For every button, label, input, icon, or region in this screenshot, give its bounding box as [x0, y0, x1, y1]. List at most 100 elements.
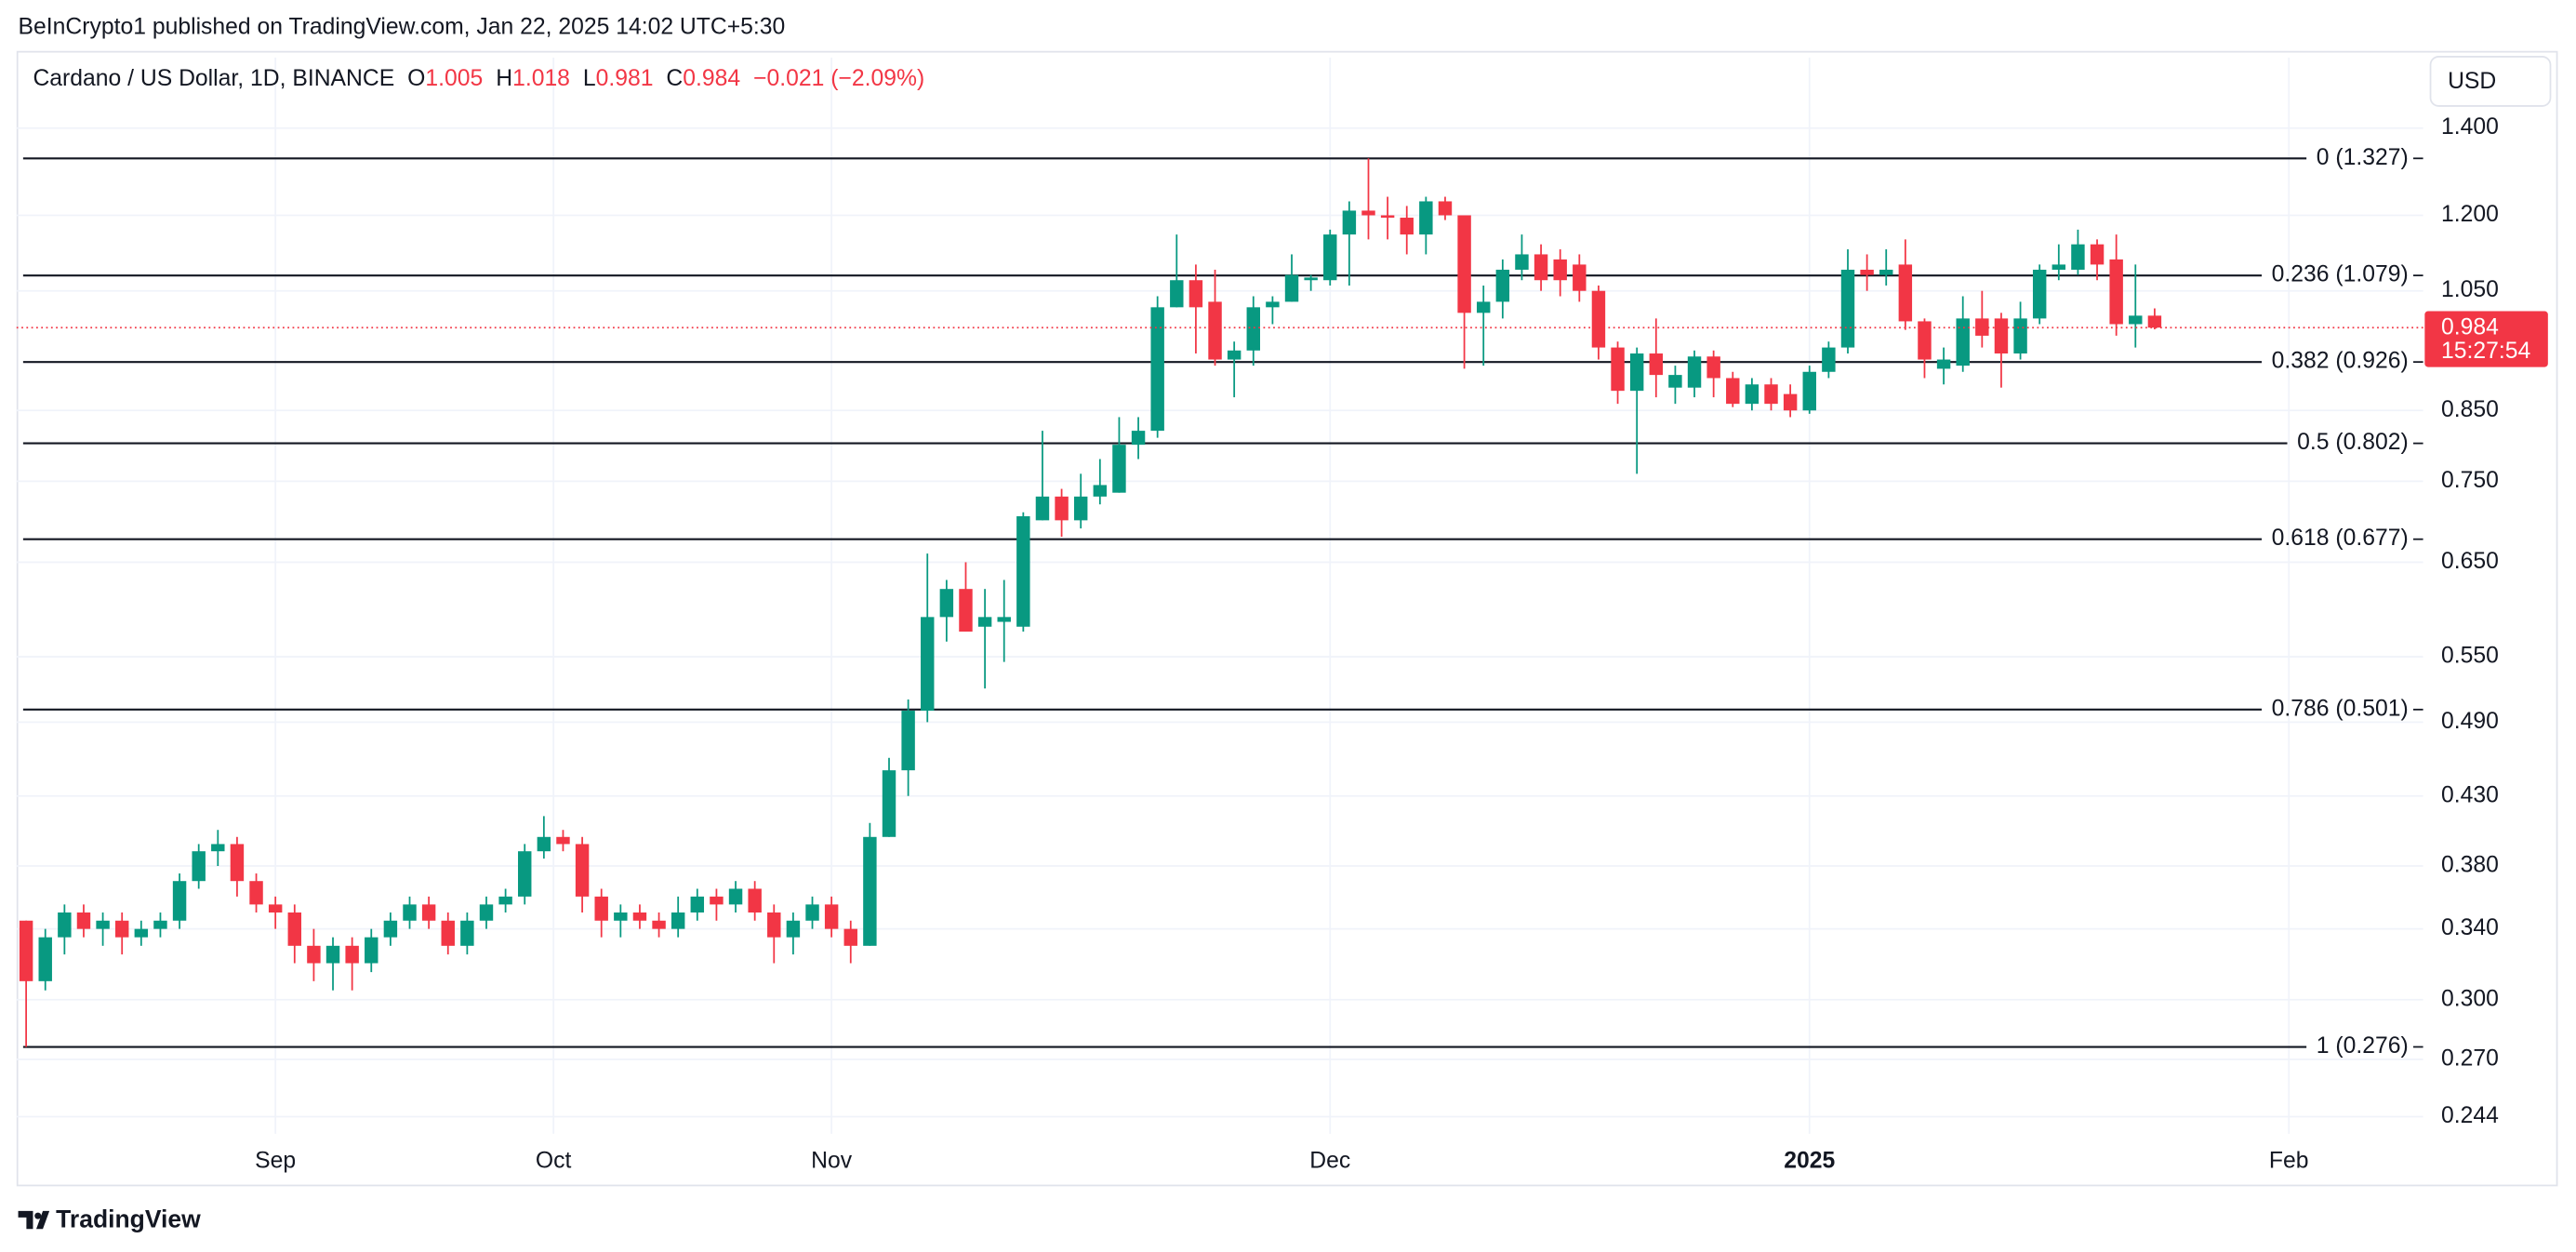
candle-body [460, 920, 474, 946]
candle-body [1802, 371, 1816, 411]
fib-label: 0.236 (1.079) [2272, 262, 2409, 287]
y-tick-label: 0.550 [2441, 644, 2499, 669]
candle-body [2013, 318, 2027, 354]
y-tick-label: 0.430 [2441, 782, 2499, 807]
candle-body [76, 912, 91, 929]
countdown-label: 15:27:54 [2441, 339, 2530, 364]
currency-button[interactable] [2429, 56, 2552, 107]
candle-body [1611, 347, 1625, 392]
legend-label: H [496, 65, 512, 90]
x-tick-label: Oct [536, 1148, 572, 1173]
footer-brand: TradingView [56, 1205, 201, 1232]
candle-body [1534, 254, 1548, 281]
x-tick-label: Sep [255, 1148, 296, 1173]
candle-body [58, 912, 72, 938]
candle-body [1380, 215, 1395, 219]
grid [16, 57, 2423, 1134]
candle-body [134, 928, 149, 938]
candle-body [479, 904, 494, 921]
candle-body [1649, 353, 1664, 376]
candle-body [172, 881, 187, 921]
candle-body [1073, 496, 1088, 521]
candle-body [1304, 277, 1318, 281]
candle-body [1822, 347, 1836, 372]
y-tick-label: 0.340 [2441, 915, 2499, 940]
candle-body [421, 904, 436, 921]
candle-body [671, 912, 685, 929]
candle-body [192, 851, 206, 882]
y-tick-label: 1.050 [2441, 277, 2499, 302]
candle-body [1266, 301, 1280, 308]
candle-body [1284, 274, 1299, 302]
fib-label: 0.786 (0.501) [2272, 696, 2409, 721]
tradingview-logo [18, 1210, 50, 1230]
currency-label[interactable]: USD [2448, 69, 2496, 94]
candle-body [19, 920, 33, 981]
candle-body [2129, 315, 2143, 325]
candle-body [710, 896, 724, 905]
candle-body [1131, 431, 1146, 446]
candle-body [1879, 269, 1893, 275]
candle-body [1112, 445, 1126, 493]
candle-body [1016, 516, 1030, 627]
candle-body [1918, 321, 1932, 360]
fib-label: 0.382 (0.926) [2272, 349, 2409, 374]
last-price-label: 0.984 [2441, 315, 2499, 340]
candle-body [1591, 290, 1606, 348]
candle-body [1975, 318, 1989, 336]
candle-body [1764, 384, 1778, 405]
candle-body [728, 888, 743, 905]
candle-body [498, 896, 512, 905]
candle-body [843, 928, 857, 946]
legend-change: −0.021 (−2.09%) [753, 65, 924, 90]
legend-value: 0.984 [683, 65, 740, 90]
candle-body [805, 904, 819, 921]
candle-body [1419, 201, 1433, 235]
fib-label: 0.5 (0.802) [2297, 430, 2409, 455]
candle-body [307, 945, 321, 964]
legend-value: 0.981 [596, 65, 654, 90]
candle-body [365, 937, 378, 964]
candle-body [1342, 210, 1357, 235]
candle-body [1246, 307, 1260, 351]
candle-body [1687, 356, 1702, 388]
candle-body [2032, 269, 2047, 319]
candle-body [2109, 259, 2123, 325]
candle-body [1361, 210, 1375, 216]
last-price-badge [2424, 311, 2548, 367]
candle-body [575, 844, 590, 897]
y-tick-label: 0.380 [2441, 853, 2499, 878]
candle-body [1573, 264, 1587, 291]
candle-body [882, 770, 896, 837]
candle-body [1227, 350, 1242, 360]
candles [19, 158, 2162, 1047]
y-tick-label: 0.300 [2441, 986, 2499, 1011]
candle-body [1840, 269, 1855, 348]
candle-body [1150, 307, 1164, 432]
candle-body [268, 904, 283, 913]
candle-body [690, 896, 705, 913]
legend-label: C [666, 65, 683, 90]
candle-body [114, 920, 129, 938]
candle-body [748, 888, 762, 913]
candle-body [1994, 318, 2009, 354]
candle-body [1629, 353, 1644, 392]
legend-value: 1.005 [425, 65, 483, 90]
fib-label: 0 (1.327) [2317, 145, 2409, 170]
candle-body [1898, 264, 1913, 322]
y-tick-label: 0.750 [2441, 468, 2499, 493]
y-tick-label: 1.400 [2441, 114, 2499, 140]
candle-body [614, 912, 628, 921]
candle-body [921, 617, 935, 712]
candle-body [1553, 259, 1567, 281]
candle-body [537, 836, 551, 852]
candle-body [594, 896, 608, 921]
candle-body [1170, 280, 1184, 308]
candle-body [786, 920, 801, 938]
candle-body [1457, 215, 1471, 313]
legend-value: 1.018 [512, 65, 570, 90]
candle-body [2052, 264, 2066, 270]
candle-body [230, 844, 245, 882]
